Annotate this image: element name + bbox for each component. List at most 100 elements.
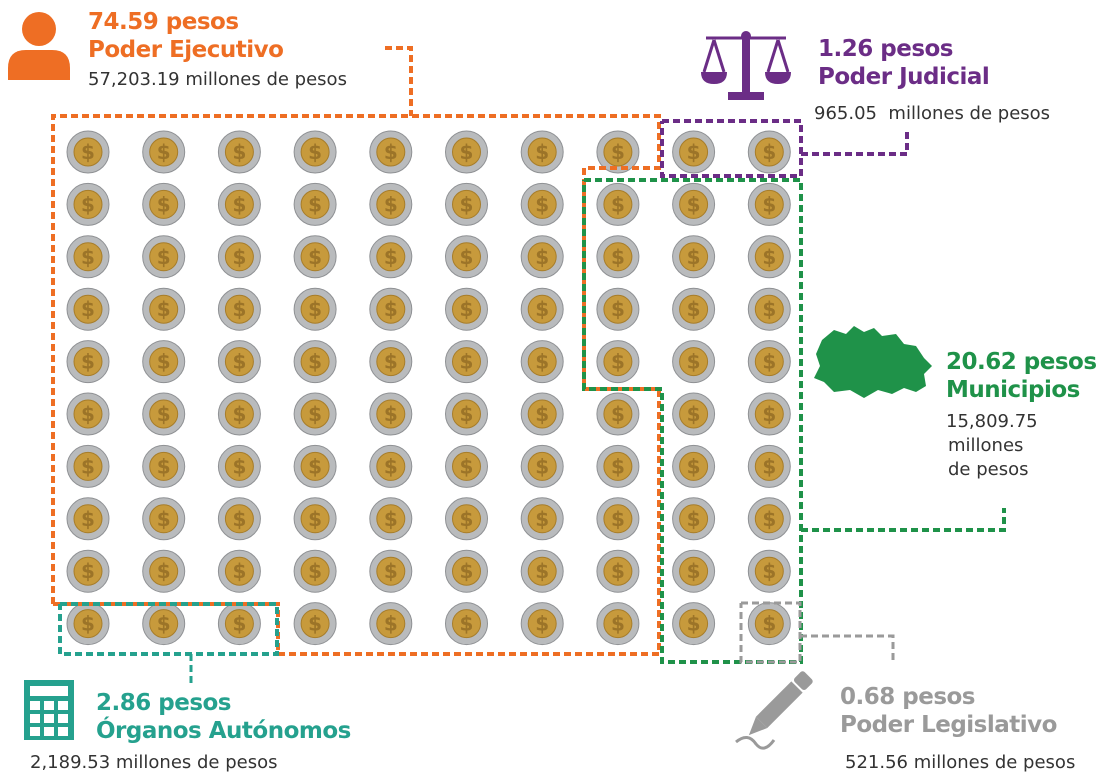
coin: $ — [672, 287, 716, 331]
svg-text:$: $ — [460, 402, 474, 426]
coin: $ — [369, 287, 413, 331]
svg-text:$: $ — [762, 297, 776, 321]
svg-text:$: $ — [460, 140, 474, 164]
svg-text:$: $ — [384, 507, 398, 531]
svg-text:$: $ — [611, 402, 625, 426]
coin: $ — [142, 130, 186, 174]
svg-text:$: $ — [308, 507, 322, 531]
svg-text:$: $ — [762, 507, 776, 531]
svg-text:$: $ — [535, 245, 549, 269]
coin: $ — [596, 182, 640, 226]
judicial-outline — [660, 119, 803, 178]
coin: $ — [142, 602, 186, 646]
coin: $ — [369, 549, 413, 593]
svg-text:$: $ — [384, 612, 398, 636]
svg-text:$: $ — [157, 507, 171, 531]
coin: $ — [369, 130, 413, 174]
svg-text:$: $ — [308, 297, 322, 321]
svg-text:$: $ — [460, 507, 474, 531]
coin: $ — [520, 497, 564, 541]
svg-text:$: $ — [157, 612, 171, 636]
svg-text:$: $ — [762, 350, 776, 374]
coin: $ — [672, 444, 716, 488]
coin: $ — [66, 182, 110, 226]
coin: $ — [142, 182, 186, 226]
municipios-amount: 20.62 pesos — [946, 349, 1097, 375]
coin: $ — [142, 287, 186, 331]
coin: $ — [142, 235, 186, 279]
svg-text:$: $ — [384, 402, 398, 426]
legislativo-connector — [800, 634, 895, 662]
coin: $ — [747, 340, 791, 384]
coin: $ — [520, 602, 564, 646]
autonomos-detail: 2,189.53 millones de pesos — [30, 752, 278, 773]
coin: $ — [293, 287, 337, 331]
coin: $ — [66, 444, 110, 488]
coin: $ — [520, 130, 564, 174]
svg-text:$: $ — [687, 140, 701, 164]
judicial-label: 1.26 pesos Poder Judicial 965.05 millone… — [814, 35, 1050, 126]
svg-text:$: $ — [535, 297, 549, 321]
coin: $ — [293, 497, 337, 541]
svg-text:$: $ — [762, 402, 776, 426]
svg-text:$: $ — [308, 192, 322, 216]
svg-text:$: $ — [308, 140, 322, 164]
coin: $ — [293, 444, 337, 488]
coin: $ — [596, 235, 640, 279]
svg-text:$: $ — [611, 454, 625, 478]
coin: $ — [66, 549, 110, 593]
svg-text:$: $ — [687, 192, 701, 216]
svg-text:$: $ — [308, 245, 322, 269]
coin: $ — [747, 235, 791, 279]
coin: $ — [520, 287, 564, 331]
coin: $ — [596, 497, 640, 541]
legislativo-outline — [739, 601, 802, 664]
coin: $ — [445, 444, 488, 488]
svg-text:$: $ — [535, 559, 549, 583]
coin: $ — [66, 287, 110, 331]
svg-text:$: $ — [611, 297, 625, 321]
svg-text:$: $ — [535, 192, 549, 216]
svg-text:$: $ — [157, 559, 171, 583]
coin: $ — [672, 130, 716, 174]
coin: $ — [142, 549, 186, 593]
coin: $ — [596, 392, 640, 436]
svg-text:$: $ — [762, 559, 776, 583]
coin: $ — [747, 287, 791, 331]
svg-text:$: $ — [762, 245, 776, 269]
svg-text:$: $ — [687, 297, 701, 321]
coin: $ — [217, 497, 261, 541]
coin: $ — [672, 182, 716, 226]
autonomos-label: 2.86 pesos Órganos Autónomos — [96, 689, 351, 745]
svg-text:$: $ — [687, 507, 701, 531]
scales-icon — [701, 31, 791, 100]
coin: $ — [747, 130, 791, 174]
svg-text:$: $ — [81, 140, 95, 164]
coin: $ — [520, 235, 564, 279]
judicial-detail: 965.05 millones de pesos — [814, 103, 1051, 124]
svg-text:$: $ — [157, 140, 171, 164]
svg-text:$: $ — [384, 454, 398, 478]
coin: $ — [293, 602, 337, 646]
svg-text:$: $ — [232, 140, 246, 164]
coin: $ — [293, 182, 337, 226]
coin: $ — [66, 130, 110, 174]
coin: $ — [217, 602, 261, 646]
coin: $ — [520, 549, 564, 593]
coin: $ — [66, 235, 110, 279]
ejecutivo-label: 74.59 pesos Poder Ejecutivo 57,203.19 mi… — [88, 8, 347, 92]
coin: $ — [217, 130, 261, 174]
svg-text:$: $ — [687, 350, 701, 374]
coin: $ — [596, 549, 640, 593]
coin: $ — [445, 287, 488, 331]
svg-text:$: $ — [81, 507, 95, 531]
coin: $ — [369, 235, 413, 279]
coin: $ — [142, 497, 186, 541]
coin: $ — [217, 549, 261, 593]
legislativo-detail: 521.56 millones de pesos — [845, 752, 1076, 773]
coin: $ — [293, 130, 337, 174]
svg-text:$: $ — [687, 245, 701, 269]
coin: $ — [445, 497, 488, 541]
coin: $ — [747, 549, 791, 593]
